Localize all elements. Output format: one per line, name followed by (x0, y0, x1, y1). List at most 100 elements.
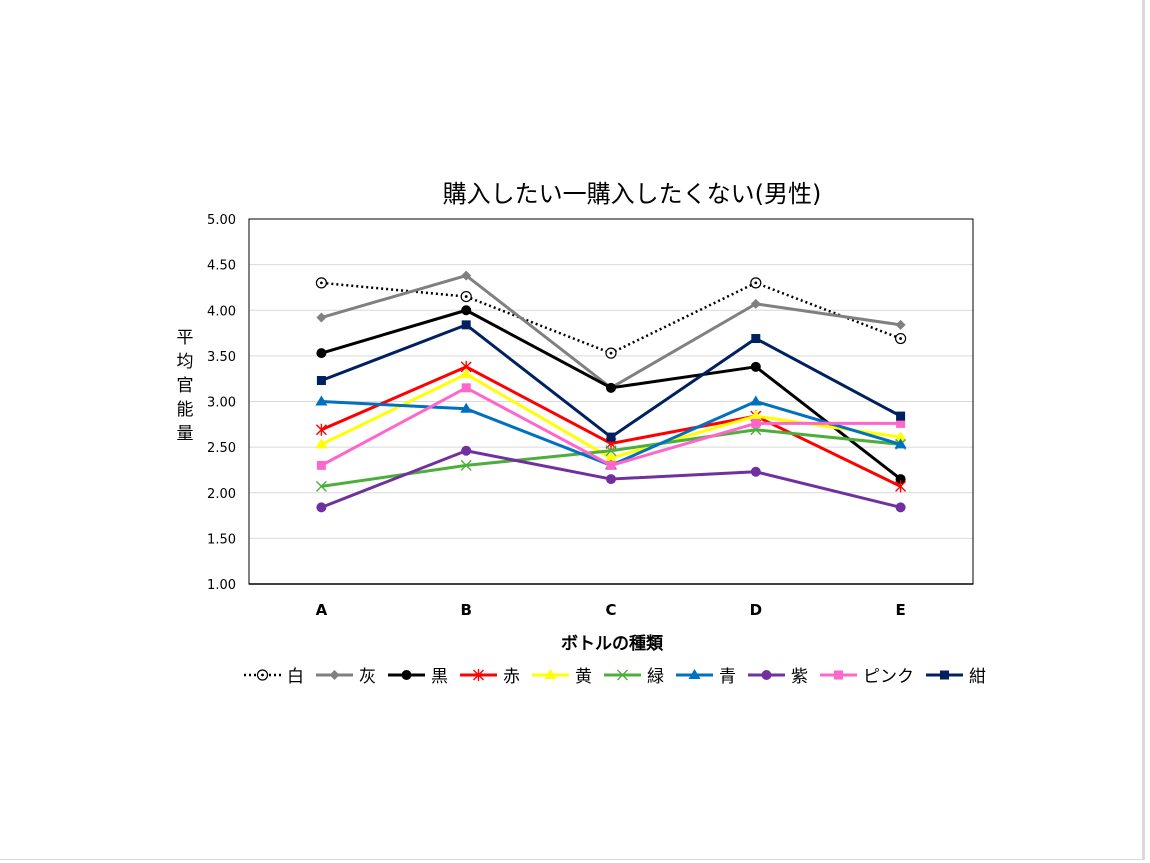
data-point-center (261, 673, 264, 677)
x-tick-label: C (605, 601, 616, 619)
data-point-center (899, 337, 902, 340)
data-point (316, 460, 326, 470)
data-point (895, 474, 906, 485)
y-tick-label: 1.50 (207, 532, 236, 547)
series-8 (316, 383, 906, 470)
legend-item-5: 緑 (604, 667, 664, 687)
y-axis-title-char: 平 (177, 328, 194, 348)
data-point (315, 395, 328, 406)
data-point (606, 474, 616, 485)
legend-item-8: ピンク (820, 667, 914, 687)
legend-item-9: 紺 (926, 667, 986, 687)
data-point (834, 670, 843, 680)
data-point (473, 669, 484, 681)
data-point (617, 669, 628, 681)
data-point (895, 480, 907, 493)
data-point (401, 670, 412, 680)
y-axis-title-char: 均 (177, 352, 194, 372)
x-tick-label: B (460, 601, 471, 619)
series-7 (316, 445, 906, 513)
series-3 (315, 360, 907, 493)
legend-item-6: 青 (676, 667, 736, 687)
data-point-center (609, 351, 613, 355)
data-point-center (754, 281, 758, 285)
legend-label: 紺 (969, 667, 986, 687)
legend-item-7: 紫 (748, 667, 808, 687)
data-point (316, 312, 327, 323)
data-point (461, 320, 471, 330)
x-tick-label: E (895, 601, 905, 619)
series-lines (315, 270, 907, 513)
data-point (606, 382, 616, 393)
data-point (761, 670, 772, 680)
data-point-center (464, 295, 468, 298)
y-tick-label: 3.50 (207, 350, 236, 365)
data-point (316, 348, 327, 359)
series-9 (316, 320, 906, 442)
data-point (606, 460, 616, 470)
y-tick-label: 2.00 (207, 487, 236, 502)
data-point (316, 502, 327, 513)
legend-label: 青 (719, 667, 736, 687)
legend-label: 黒 (431, 667, 448, 687)
y-tick-label: 1.00 (207, 578, 236, 593)
x-axis-title: ボトルの種類 (561, 633, 664, 654)
data-point (315, 438, 328, 449)
y-tick-label: 2.50 (207, 441, 236, 456)
data-point (749, 410, 762, 421)
data-point (688, 669, 701, 679)
legend-item-3: 赤 (460, 667, 520, 687)
data-point (460, 402, 473, 413)
y-tick-label: 5.00 (207, 213, 236, 228)
data-point (896, 418, 906, 428)
legend-label: 白 (287, 667, 304, 687)
y-tick-label: 3.00 (207, 396, 236, 411)
y-tick-label: 4.50 (207, 259, 236, 274)
legend-label: 紫 (791, 667, 808, 687)
series-1 (316, 270, 906, 393)
legend: 白 灰 黒 赤 黄 緑 青 紫 ピンク 紺 (244, 667, 986, 687)
data-point (751, 418, 761, 428)
chart-title: 購入したい一購入したくない(男性) (443, 180, 822, 208)
data-point (316, 376, 326, 386)
data-point (460, 368, 473, 379)
data-point (896, 411, 906, 421)
data-point (895, 319, 906, 330)
data-point (315, 423, 327, 436)
data-point (894, 438, 907, 449)
legend-item-2: 黒 (388, 667, 448, 687)
data-point (329, 670, 340, 680)
data-point (750, 361, 761, 372)
data-point (460, 459, 472, 471)
axes: 1.00 1.50 2.00 2.50 3.00 3.50 4.00 4.50 5.00 A B C D… (207, 213, 974, 619)
legend-label: 灰 (359, 667, 376, 687)
data-point (605, 452, 617, 463)
legend-item-1: 灰 (316, 667, 376, 687)
data-point (606, 432, 616, 442)
x-tick-label: A (316, 601, 328, 619)
y-axis-title-char: 官 (177, 376, 194, 396)
legend-label: 黄 (575, 667, 592, 687)
data-point (749, 395, 762, 406)
x-tick-label: D (750, 601, 762, 619)
data-point (605, 445, 617, 457)
data-point (461, 445, 472, 456)
series-0 (315, 277, 907, 359)
y-axis-title-char: 能 (177, 400, 194, 420)
data-point (461, 383, 471, 393)
data-point (751, 334, 761, 344)
data-point (750, 466, 761, 477)
y-axis-title-char: 量 (177, 424, 194, 444)
legend-label: 赤 (503, 667, 520, 687)
data-point (894, 431, 907, 442)
data-point (544, 669, 557, 679)
y-tick-label: 4.00 (207, 304, 236, 319)
data-point (461, 305, 472, 316)
legend-item-4: 黄 (532, 667, 592, 687)
legend-label: ピンク (863, 667, 914, 687)
data-point (315, 480, 327, 492)
data-point (750, 298, 761, 309)
legend-item-0: 白 (244, 667, 304, 687)
